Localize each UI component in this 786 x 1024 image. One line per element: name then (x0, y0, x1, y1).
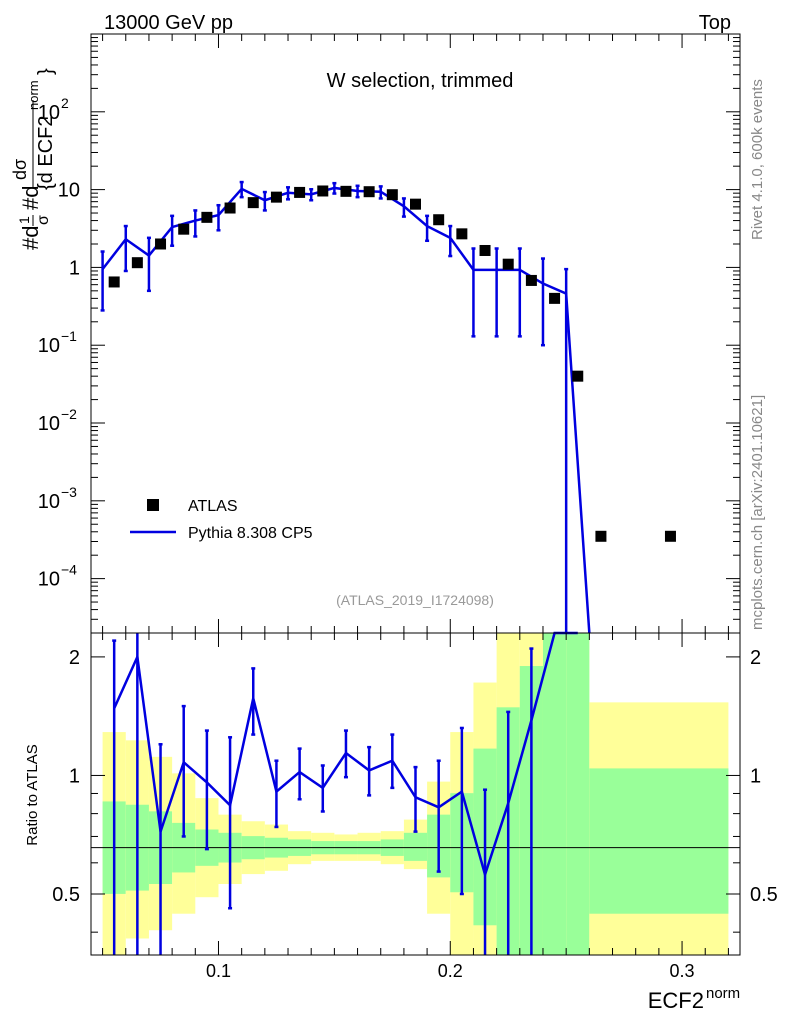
data-point (247, 197, 259, 209)
main-y-tick-base: 10 (38, 335, 60, 357)
main-y-tick-base: 10 (38, 102, 60, 124)
data-point (664, 530, 676, 542)
ratio-y-tick-label-right: 1 (750, 765, 761, 787)
data-point (317, 185, 329, 197)
x-axis-label-sup: norm (706, 985, 740, 1002)
main-y-tick-label: 10 −1 (38, 328, 77, 357)
y-label-sigma: σ (35, 215, 52, 225)
data-point (595, 530, 607, 542)
main-plot-frame (90, 33, 741, 634)
ratio-x-tick-label: 0.1 (206, 961, 231, 981)
analysis-label: (ATLAS_2019_I1724098) (336, 592, 494, 608)
data-series (108, 185, 676, 542)
data-point (340, 185, 352, 197)
data-point (294, 186, 306, 198)
y-label-ecf2: {d ECF2 (35, 116, 57, 190)
ratio-curve (113, 631, 578, 879)
main-y-tick-exp: −2 (61, 406, 77, 422)
data-point (525, 274, 537, 286)
data-point (131, 257, 143, 269)
main-y-tick-exp: −1 (61, 328, 77, 344)
ratio-x-ticks: 0.1 0.2 0.3 (102, 633, 729, 981)
data-point (386, 189, 398, 201)
y-label-dsigma: dσ (10, 159, 30, 180)
y-label-hash-d2: #d (18, 186, 43, 210)
main-y-tick-exp: 2 (61, 95, 69, 111)
ratio-y-tick-label-left: 2 (69, 647, 80, 669)
main-y-tick-base: 1 (69, 257, 80, 279)
main-y-tick-base: 10 (58, 180, 80, 202)
data-point (549, 292, 561, 304)
main-x-ticks (102, 34, 729, 633)
ratio-y-ticks: 0.5 0.5 1 1 2 2 (52, 647, 778, 933)
rivet-version-label: Rivet 4.1.0, 600k events (749, 79, 766, 240)
ratio-y-tick-label-left: 1 (69, 765, 80, 787)
data-point (502, 258, 514, 270)
main-y-tick-exp: −4 (61, 562, 77, 578)
main-y-tick-base: 10 (38, 491, 60, 513)
energy-label: 13000 GeV pp (104, 12, 233, 34)
ratio-plot-frame (90, 632, 741, 956)
ratio-inner-band (542, 633, 567, 955)
main-y-tick-label: 10 2 (38, 95, 69, 124)
main-y-tick-label: 1 (69, 257, 80, 279)
data-point (108, 276, 120, 288)
main-y-axis-label: #d 1 σ #d dσ {d ECF2 norm } (10, 68, 57, 250)
main-y-tick-label: 10 −3 (38, 484, 77, 513)
ratio-y-tick-label-right: 0.5 (750, 884, 778, 906)
y-label-norm: norm (26, 80, 41, 110)
legend-label-atlas: ATLAS (188, 498, 238, 515)
data-point (572, 370, 584, 382)
ratio-mc-series (112, 631, 578, 955)
main-y-tick-exp: −3 (61, 484, 77, 500)
ratio-plot-panel: 0.5 0.5 1 1 2 2 0.1 0.2 0.3 Ratio to ATLAS ECF2… (24, 631, 778, 1013)
data-point (270, 191, 282, 203)
x-axis-label: ECF2 (648, 988, 704, 1013)
main-y-tick-label: 10 −2 (38, 406, 77, 435)
data-point (363, 186, 375, 198)
legend-marker-atlas (147, 499, 159, 511)
main-y-tick-label: 10 −4 (38, 562, 77, 591)
data-point (201, 211, 213, 223)
data-point (155, 238, 167, 250)
ratio-y-tick-label-left: 0.5 (52, 884, 80, 906)
data-point (410, 198, 421, 210)
legend-label-mc: Pythia 8.308 CP5 (188, 525, 313, 542)
process-label: Top (699, 12, 731, 34)
main-y-tick-base: 10 (38, 569, 60, 591)
legend: ATLAS Pythia 8.308 CP5 (130, 498, 313, 542)
data-point (224, 202, 236, 214)
ratio-inner-band (566, 633, 590, 955)
data-point (433, 214, 445, 226)
main-y-tick-label: 10 (58, 180, 80, 202)
data-point (479, 244, 491, 256)
plot-title: W selection, trimmed (327, 70, 514, 92)
data-point (456, 228, 468, 240)
ratio-inner-band (403, 832, 428, 861)
ratio-x-tick-label: 0.3 (670, 961, 695, 981)
ratio-inner-band (589, 768, 729, 914)
y-label-hash-d: #d (18, 226, 43, 250)
y-label-brace: } (35, 68, 57, 75)
ratio-y-tick-label-right: 2 (750, 647, 761, 669)
mcplots-label: mcplots.cern.ch [arXiv:2401.10621] (749, 395, 766, 630)
main-y-tick-base: 10 (38, 413, 60, 435)
y-label-one: 1 (16, 216, 32, 224)
ratio-y-axis-label: Ratio to ATLAS (24, 744, 41, 845)
ratio-x-tick-label: 0.2 (438, 961, 463, 981)
data-point (178, 223, 190, 235)
